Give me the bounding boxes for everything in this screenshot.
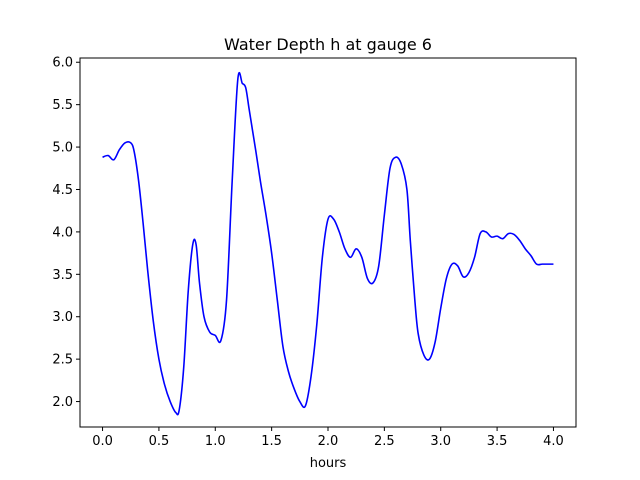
x-tick-label: 3.0 [430, 434, 451, 449]
y-tick-label: 4.0 [52, 225, 73, 240]
chart-title: Water Depth h at gauge 6 [224, 35, 432, 54]
plot-area [102, 72, 554, 416]
y-tick-label: 5.0 [52, 141, 73, 156]
y-tick-label: 6.0 [52, 56, 73, 71]
x-tick-label: 1.5 [261, 434, 282, 449]
y-tick-label: 3.0 [52, 310, 73, 325]
x-axis: 0.0 0.5 1.0 1.5 2.0 2.5 3.0 3.5 4.0 [92, 427, 564, 449]
x-tick-label: 2.0 [318, 434, 339, 449]
x-tick-label: 0.0 [92, 434, 113, 449]
series-line [102, 72, 554, 416]
x-tick-label: 3.5 [487, 434, 508, 449]
x-tick-label: 4.0 [543, 434, 564, 449]
y-tick-label: 4.5 [52, 183, 73, 198]
x-tick-label: 2.5 [374, 434, 395, 449]
x-tick-label: 0.5 [149, 434, 170, 449]
y-tick-label: 5.5 [52, 98, 73, 113]
y-axis: 2.0 2.5 3.0 3.5 4.0 4.5 5.0 5.5 6.0 [52, 56, 80, 410]
y-tick-label: 2.0 [52, 395, 73, 410]
x-tick-label: 1.0 [205, 434, 226, 449]
x-axis-label: hours [310, 456, 347, 471]
y-tick-label: 3.5 [52, 268, 73, 283]
y-tick-label: 2.5 [52, 353, 73, 368]
